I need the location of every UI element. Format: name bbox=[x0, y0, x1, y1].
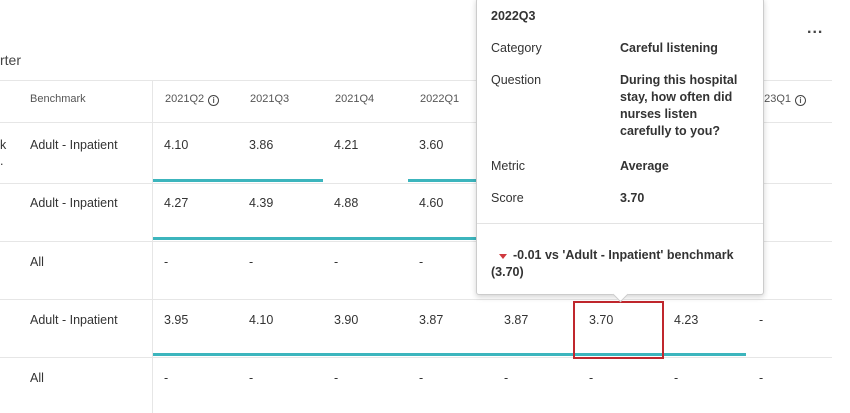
partial-title: rter bbox=[0, 52, 21, 68]
row-fragment: k bbox=[0, 138, 7, 152]
field-label: Score bbox=[491, 191, 524, 205]
score-cell: - bbox=[164, 371, 169, 385]
header-text: 023Q1 bbox=[758, 93, 792, 105]
row-fragment: . bbox=[0, 154, 4, 168]
column-header: 2022Q1 bbox=[420, 92, 459, 106]
score-cell: - bbox=[249, 371, 254, 385]
score-cell: 3.87 bbox=[504, 313, 529, 327]
tooltip: 2022Q3 Category Careful listening Question… bbox=[476, 0, 764, 303]
score-cell: 4.21 bbox=[334, 138, 359, 152]
trend-bar bbox=[153, 237, 478, 240]
score-cell: - bbox=[249, 255, 254, 269]
info-icon[interactable]: i bbox=[795, 95, 807, 106]
benchmark: Adult - Inpatient bbox=[30, 313, 118, 327]
row-line bbox=[0, 299, 832, 300]
score-cell: 4.23 bbox=[674, 313, 699, 327]
score-cell: - bbox=[334, 255, 339, 269]
score-cell: - bbox=[419, 371, 424, 385]
field-label: Question bbox=[491, 73, 542, 87]
score-cell: - bbox=[674, 371, 679, 385]
trend-bar bbox=[153, 179, 323, 182]
column-header: Benchmark bbox=[30, 93, 86, 105]
header-text: 2021Q3 bbox=[250, 93, 290, 105]
header-text: 2021Q2 bbox=[165, 93, 205, 105]
header-text: 2021Q4 bbox=[335, 93, 375, 105]
more-menu[interactable]: ... bbox=[807, 20, 824, 37]
column-header: 023Q1 i bbox=[758, 92, 807, 106]
field-value: Careful listening bbox=[620, 41, 718, 55]
benchmark: All bbox=[30, 255, 44, 269]
field-value: During this hospital stay, how often did… bbox=[620, 73, 738, 138]
column-header: 2021Q3 bbox=[250, 92, 289, 106]
score-cell: - bbox=[759, 313, 764, 327]
score-cell: - bbox=[589, 371, 594, 385]
score-cell: - bbox=[334, 371, 339, 385]
field-value: 3.70 bbox=[620, 191, 645, 205]
row-line bbox=[0, 80, 832, 81]
down-arrow bbox=[499, 254, 507, 259]
score-cell: 4.10 bbox=[249, 313, 274, 327]
info-icon[interactable]: i bbox=[208, 95, 220, 106]
trend-bar bbox=[153, 353, 746, 356]
benchmark: Adult - Inpatient bbox=[30, 196, 118, 210]
score-cell: 3.87 bbox=[419, 313, 444, 327]
field-value: Average bbox=[620, 159, 669, 173]
divider bbox=[477, 223, 763, 224]
row-line bbox=[0, 183, 832, 184]
row-line bbox=[0, 241, 832, 242]
benchmark: All bbox=[30, 371, 44, 385]
score-cell: - bbox=[419, 255, 424, 269]
score-cell: - bbox=[504, 371, 509, 385]
score-cell: 4.60 bbox=[419, 196, 444, 210]
score-cell: 3.95 bbox=[164, 313, 189, 327]
score-cell: - bbox=[759, 371, 764, 385]
highlight-box bbox=[573, 301, 664, 359]
column-divider bbox=[152, 80, 153, 413]
score-cell: 3.86 bbox=[249, 138, 274, 152]
column-header: 2021Q4 bbox=[335, 92, 374, 106]
trend-bar bbox=[408, 179, 478, 182]
comparison: -0.01 vs 'Adult - Inpatient' benchmark (… bbox=[491, 248, 734, 279]
tooltip-title: 2022Q3 bbox=[491, 9, 536, 23]
score-cell: 4.10 bbox=[164, 138, 189, 152]
benchmark: Adult - Inpatient bbox=[30, 138, 118, 152]
field-label: Metric bbox=[491, 159, 526, 173]
score-cell: 4.88 bbox=[334, 196, 359, 210]
score-cell: 3.60 bbox=[419, 138, 444, 152]
field-label: Category bbox=[491, 41, 542, 55]
header-text: 2022Q1 bbox=[420, 93, 460, 105]
score-cell: 4.27 bbox=[164, 196, 189, 210]
row-line bbox=[0, 122, 832, 123]
score-cell: 3.90 bbox=[334, 313, 359, 327]
score-cell: - bbox=[164, 255, 169, 269]
column-header: 2021Q2 i bbox=[165, 92, 220, 106]
score-cell: 3.70 bbox=[589, 313, 614, 327]
score-cell: 4.39 bbox=[249, 196, 274, 210]
row-line bbox=[0, 357, 832, 358]
